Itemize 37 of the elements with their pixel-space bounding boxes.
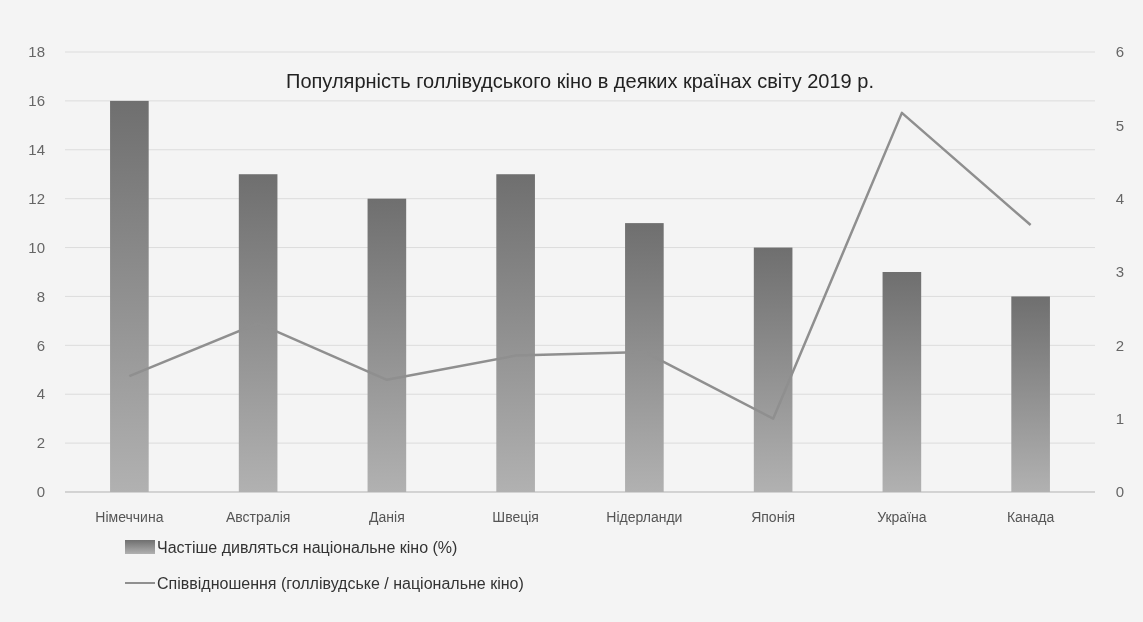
bar [496,174,535,492]
line-series [128,111,1032,420]
y-tick-label: 0 [36,483,45,501]
y2-tick-label: 0 [1115,483,1125,501]
y2-tick-label: 3 [1115,263,1125,281]
x-tick-label: Японія [751,509,796,525]
x-tick-label: Канада [1006,509,1055,525]
bar [238,174,278,492]
bar [1011,296,1050,492]
text: Популярність голлівудського кіно в деяких країнах світу 2019 р. [286,70,874,92]
y-tick-label: 10 [28,238,45,256]
y2-tick-label: 5 [1115,116,1125,134]
legend-label: Частіше дивляться національне кіно (%) [157,538,458,556]
bar [753,247,793,492]
x-tick-label: Данія [369,509,405,525]
bar [110,100,149,492]
x-tick-label: Україна [877,509,927,525]
bar [367,198,407,492]
y-tick-label: 12 [28,189,45,207]
y-tick-label: 4 [36,385,45,403]
bar [625,223,664,492]
x-tick-label: Нідерланди [606,509,683,525]
x-tick-label: Австралія [225,509,291,525]
y-tick-label: 18 [28,43,45,61]
legend-label: Співвідношення (голлівудське / національне кіно) [157,574,524,592]
y-tick-label: 8 [36,287,45,305]
y-tick-label: 6 [36,336,45,354]
y-tick-label: 2 [36,434,45,452]
bar [882,272,922,492]
x-tick-label: Швеція [492,509,539,525]
y2-tick-label: 1 [1115,409,1125,427]
y2-tick-label: 6 [1115,43,1125,61]
y-tick-label: 14 [28,141,45,159]
y2-tick-label: 4 [1115,189,1125,207]
x-tick-label: Німеччина [95,509,164,525]
y-tick-label: 16 [28,92,45,110]
y2-tick-label: 2 [1115,336,1125,354]
